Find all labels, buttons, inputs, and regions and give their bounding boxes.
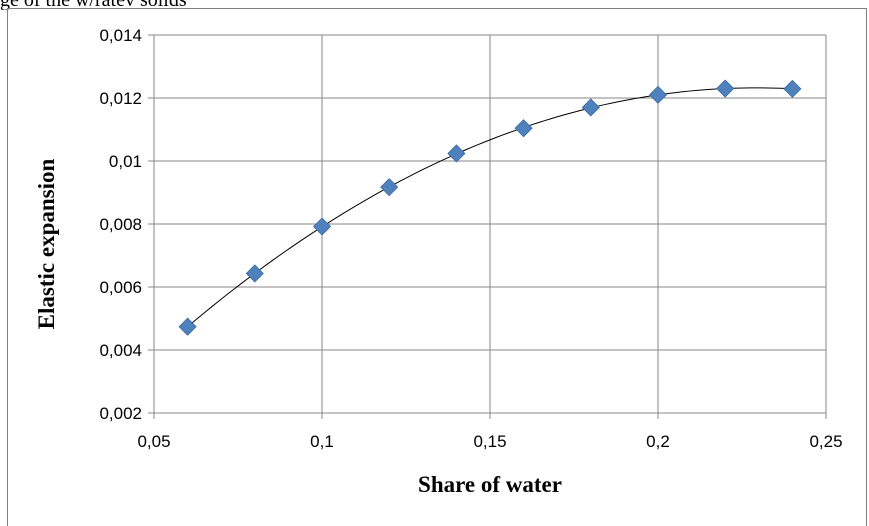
data-point-diamond	[648, 85, 668, 104]
data-point-diamond	[312, 217, 332, 236]
x-tick-label: 0,05	[137, 432, 170, 451]
y-tick-label: 0,014	[99, 26, 142, 45]
data-point-diamond	[245, 264, 264, 283]
data-point-diamond	[380, 178, 399, 197]
data-point-diamond	[178, 317, 197, 336]
data-point-diamond	[514, 119, 533, 138]
y-tick-label: 0,012	[99, 89, 142, 108]
data-points	[178, 79, 802, 336]
y-tick-label: 0,004	[99, 341, 142, 360]
y-axis-title: Elastic expansion	[34, 158, 59, 329]
data-point-diamond	[447, 144, 466, 163]
x-tick-label: 0,15	[473, 432, 506, 451]
trendline	[187, 87, 793, 328]
y-tick-label: 0,01	[109, 152, 142, 171]
chart-frame	[7, 8, 867, 526]
x-tick-label: 0,2	[646, 432, 670, 451]
x-tick-label: 0,25	[809, 432, 842, 451]
caption-fragment: ge of the w/ratev solids	[0, 0, 869, 10]
x-axis-title: Share of water	[418, 472, 562, 497]
y-tick-label: 0,006	[99, 278, 142, 297]
tick-labels: 0,002 0,004 0,006 0,008 0,01 0,012 0,014 0,05 0,…	[99, 26, 842, 451]
data-point-diamond	[716, 79, 735, 98]
x-tick-label: 0,1	[310, 432, 334, 451]
data-point-diamond	[581, 98, 600, 117]
axes	[148, 34, 827, 419]
data-point-diamond	[783, 79, 802, 98]
y-tick-label: 0,002	[99, 404, 142, 423]
y-tick-label: 0,008	[99, 215, 142, 234]
